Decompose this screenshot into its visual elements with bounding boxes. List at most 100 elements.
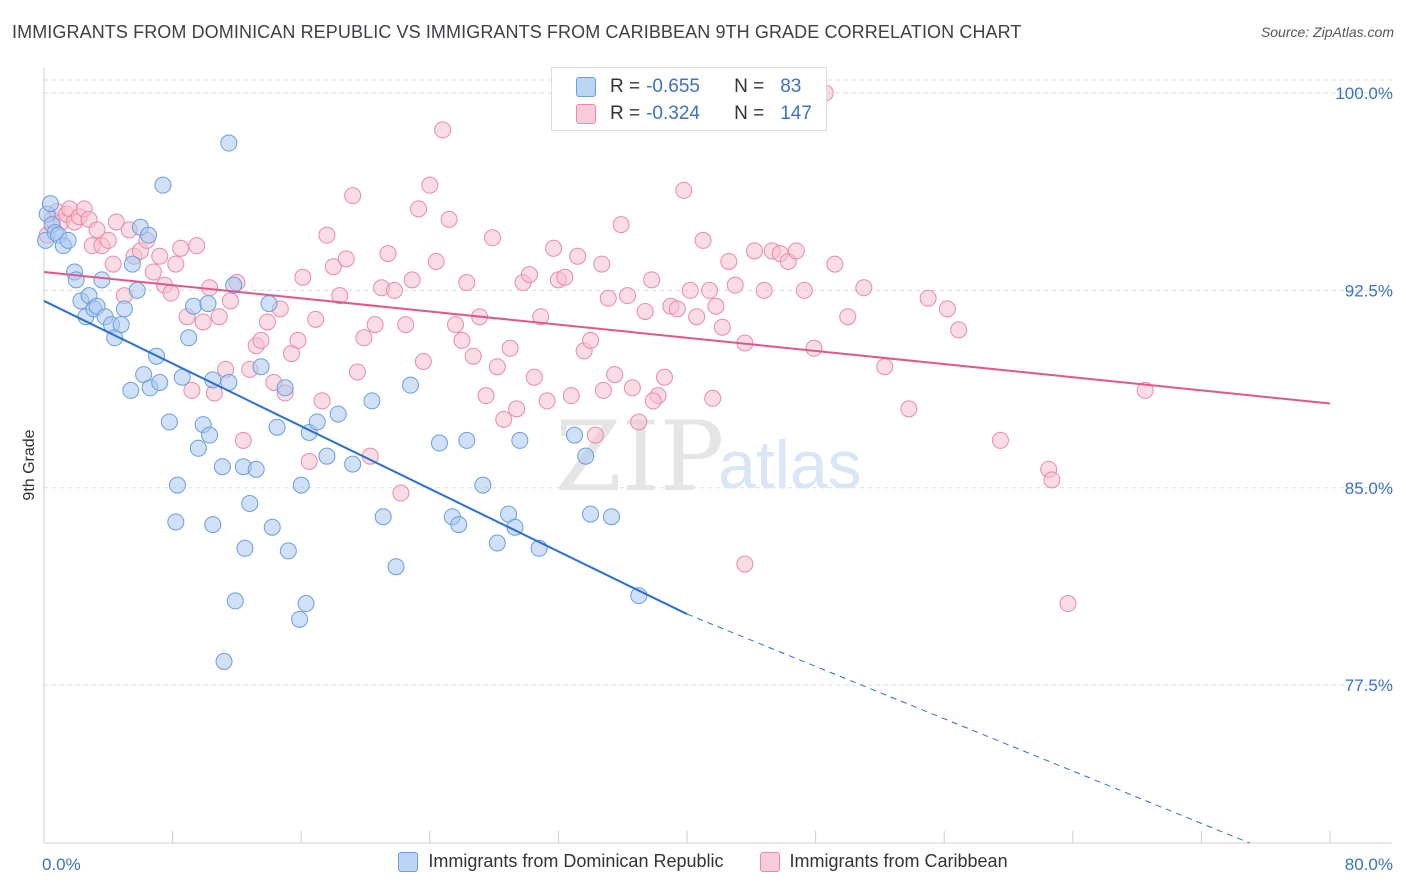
data-point-caribbean: [636, 302, 654, 320]
data-point-caribbean: [392, 484, 410, 502]
data-point-dominican: [241, 495, 259, 513]
legend-swatch-blue: [398, 851, 419, 872]
data-point-caribbean: [289, 331, 307, 349]
data-point-dominican: [263, 518, 281, 536]
data-point-caribbean: [348, 363, 366, 381]
data-point-dominican: [123, 255, 141, 273]
data-point-dominican: [204, 516, 222, 534]
legend-r-value: -0.655: [646, 76, 700, 97]
data-point-caribbean: [99, 231, 117, 249]
data-point-dominican: [297, 595, 315, 613]
legend-item-caribbean[interactable]: Immigrants from Caribbean: [759, 851, 1008, 872]
data-point-caribbean: [1043, 471, 1061, 489]
data-point-caribbean: [300, 452, 318, 470]
data-point-caribbean: [464, 347, 482, 365]
data-point-caribbean: [643, 271, 661, 289]
data-point-caribbean: [313, 392, 331, 410]
data-point-caribbean: [720, 252, 738, 270]
legend-n-value: 147: [780, 103, 812, 124]
data-point-caribbean: [252, 331, 270, 349]
data-point-caribbean: [704, 389, 722, 407]
data-point-caribbean: [410, 200, 428, 218]
data-point-caribbean: [701, 281, 719, 299]
data-point-caribbean: [582, 331, 600, 349]
legend-swatch-pink: [759, 851, 780, 872]
data-point-caribbean: [337, 250, 355, 268]
data-point-caribbean: [366, 316, 384, 334]
data-point-caribbean: [440, 210, 458, 228]
data-point-caribbean: [593, 255, 611, 273]
data-point-caribbean: [508, 400, 526, 418]
data-point-caribbean: [900, 400, 918, 418]
data-point-caribbean: [919, 289, 937, 307]
legend-item-dominican-republic[interactable]: Immigrants from Dominican Republic: [398, 851, 724, 872]
data-point-dominican: [344, 455, 362, 473]
data-point-dominican: [151, 374, 169, 392]
y-tick-label: 85.0%: [1345, 479, 1393, 498]
data-point-dominican: [225, 276, 243, 294]
legend-swatch-pink: [576, 104, 596, 124]
data-point-caribbean: [1059, 595, 1077, 613]
data-point-caribbean: [324, 258, 342, 276]
data-point-dominican: [41, 195, 59, 213]
data-point-dominican: [139, 226, 157, 244]
source-credit: Source: ZipAtlas.com: [1260, 24, 1394, 40]
data-point-dominican: [402, 376, 420, 394]
data-point-caribbean: [355, 329, 373, 347]
data-point-caribbean: [938, 300, 956, 318]
data-point-dominican: [189, 439, 207, 457]
data-point-caribbean: [675, 181, 693, 199]
data-point-dominican: [474, 476, 492, 494]
data-point-caribbean: [144, 263, 162, 281]
data-point-caribbean: [950, 321, 968, 339]
data-point-caribbean: [477, 387, 495, 405]
data-point-caribbean: [525, 368, 543, 386]
legend-label: Immigrants from Caribbean: [789, 851, 1008, 871]
data-point-caribbean: [194, 313, 212, 331]
data-point-dominican: [112, 316, 130, 334]
data-point-dominican: [511, 431, 529, 449]
data-point-dominican: [252, 358, 270, 376]
y-tick-label: 92.5%: [1345, 281, 1393, 300]
data-point-dominican: [602, 508, 620, 526]
data-point-dominican: [363, 392, 381, 410]
data-point-caribbean: [876, 358, 894, 376]
data-point-dominican: [318, 447, 336, 465]
data-point-caribbean: [688, 308, 706, 326]
tick-labels: 77.5% 85.0% 92.5% 100.0% 0.0% 80.0%: [42, 84, 1393, 874]
data-point-dominican: [184, 297, 202, 315]
data-point-caribbean: [1136, 381, 1154, 399]
data-point-dominican: [329, 405, 347, 423]
data-point-caribbean: [668, 300, 686, 318]
data-point-caribbean: [183, 381, 201, 399]
data-point-dominican: [115, 300, 133, 318]
data-point-caribbean: [421, 176, 439, 194]
y-tick-label: 100.0%: [1335, 84, 1393, 103]
data-point-caribbean: [594, 381, 612, 399]
data-point-caribbean: [736, 555, 754, 573]
trend-line-caribbean: [43, 270, 1331, 405]
data-point-caribbean: [318, 226, 336, 244]
data-point-dominican: [279, 542, 297, 560]
data-point-dominican: [201, 426, 219, 444]
data-point-caribbean: [151, 247, 169, 265]
data-point-caribbean: [258, 313, 276, 331]
data-point-caribbean: [755, 281, 773, 299]
data-point-caribbean: [447, 316, 465, 334]
legend-row-dominican: R = -0.655 N = 83: [576, 74, 801, 100]
data-point-caribbean: [787, 242, 805, 260]
gridlines: [44, 79, 1392, 686]
legend-swatch-blue: [576, 77, 596, 97]
data-point-caribbean: [162, 284, 180, 302]
data-point-caribbean: [630, 413, 648, 431]
data-point-dominican: [236, 539, 254, 557]
data-point-caribbean: [385, 281, 403, 299]
data-point-caribbean: [655, 368, 673, 386]
data-point-dominican: [565, 426, 583, 444]
data-point-caribbean: [644, 392, 662, 410]
y-tick-label: 77.5%: [1345, 676, 1393, 695]
data-point-caribbean: [434, 121, 452, 139]
data-point-dominican: [154, 176, 172, 194]
data-point-caribbean: [453, 331, 471, 349]
